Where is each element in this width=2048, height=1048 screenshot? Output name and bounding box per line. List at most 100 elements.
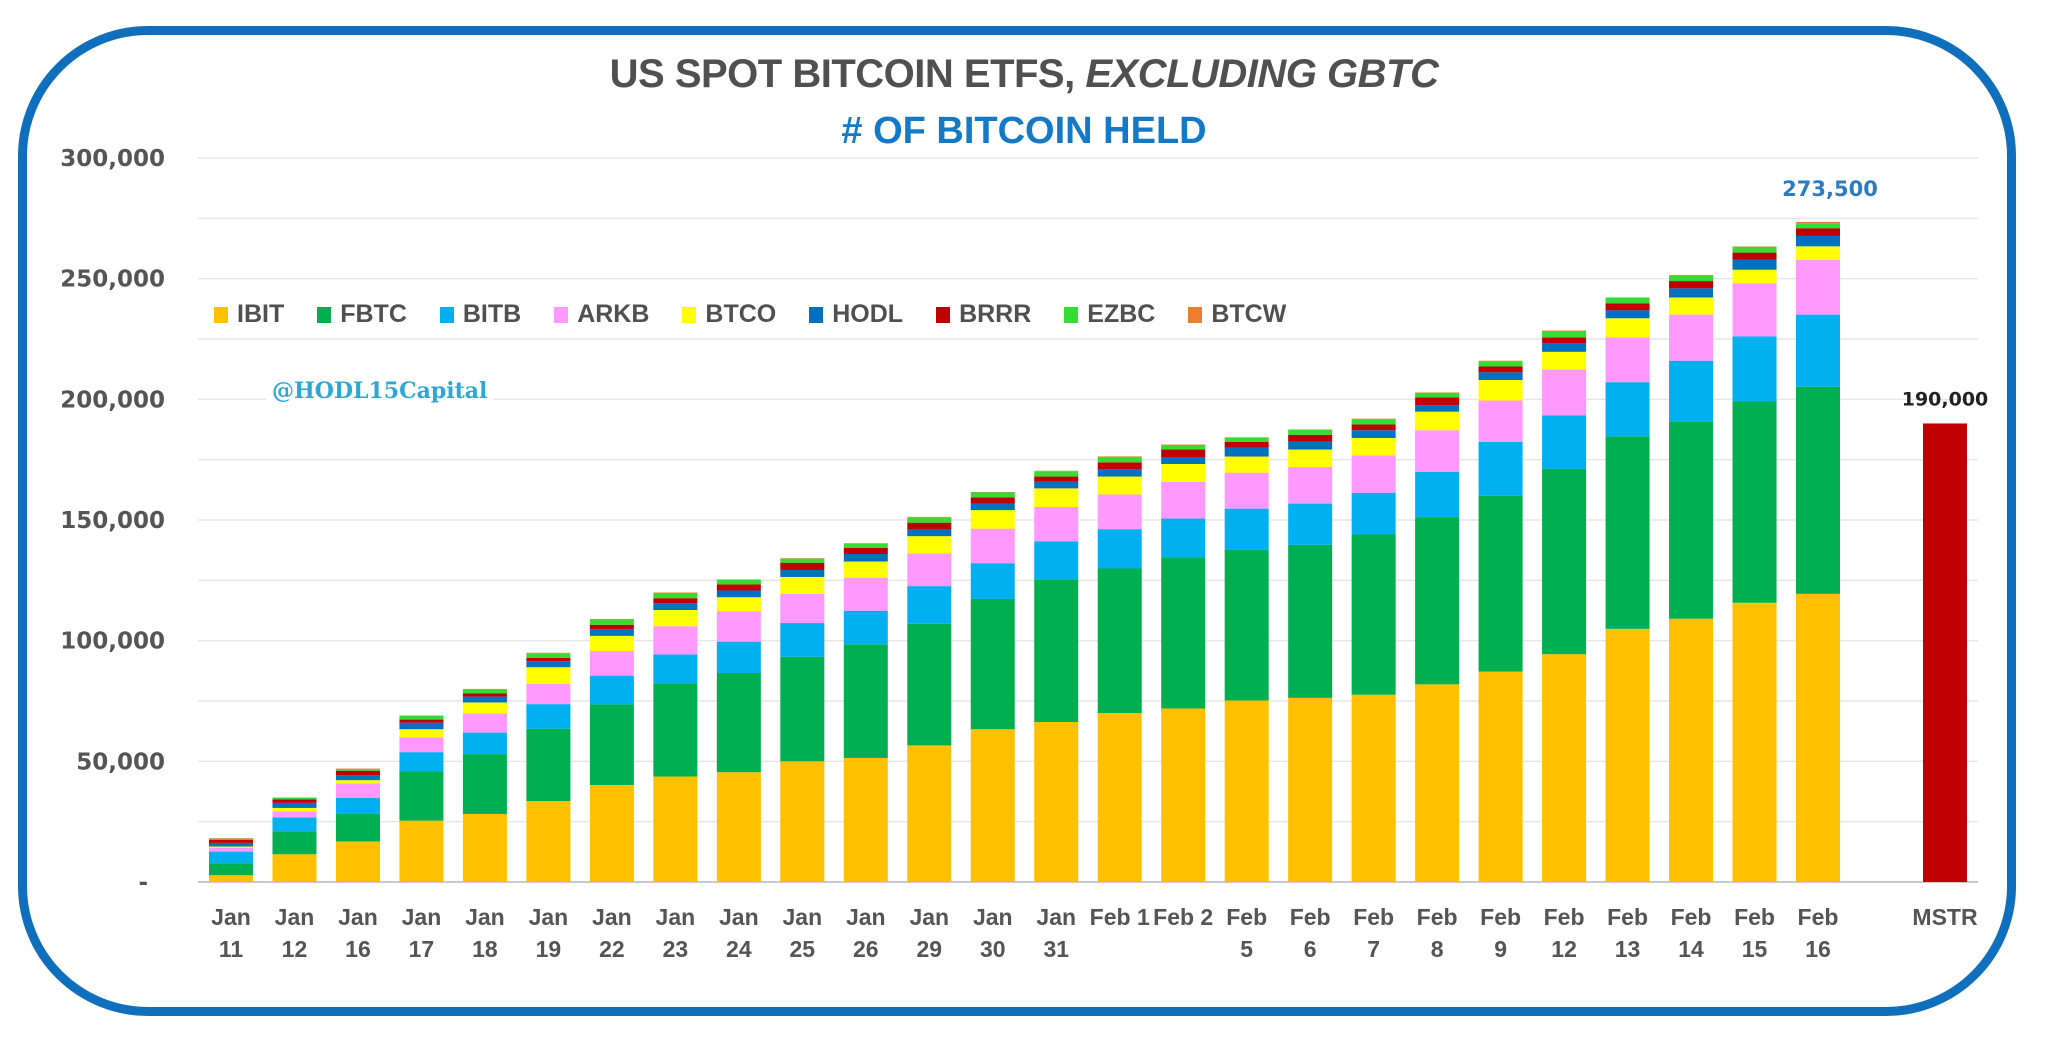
bar-segment-ibit xyxy=(1478,671,1523,882)
bar-segment-hodl xyxy=(526,661,571,668)
bar-segment-fbtc xyxy=(1542,468,1587,655)
chart-title: US SPOT BITCOIN ETFS, EXCLUDING GBTC xyxy=(0,52,2048,97)
bar-stack xyxy=(1478,360,1523,882)
bar-segment-brrr xyxy=(970,497,1015,504)
x-tick-label: Feb xyxy=(1417,904,1458,930)
bar-segment-btco xyxy=(209,846,253,848)
legend: IBIT FBTC BITB ARKB BTCO HODL BRRR EZBC BTCW xyxy=(214,300,1319,329)
x-tick-label: 16 xyxy=(1805,936,1831,962)
bar-segment-btco xyxy=(1542,351,1587,370)
x-tick-label: 25 xyxy=(790,936,816,962)
bar-stack xyxy=(1351,418,1396,882)
bar-segment-btco xyxy=(907,536,952,554)
bar-stack xyxy=(209,838,253,882)
x-tick-label: 15 xyxy=(1742,936,1768,962)
bar-segment-ezbc xyxy=(1097,456,1142,463)
bar-segment-hodl xyxy=(970,503,1015,511)
bar-segment-bitb xyxy=(462,732,507,755)
y-tick-label: 250,000 xyxy=(60,267,165,293)
bar-segment-ezbc xyxy=(1034,471,1079,477)
bar-segment-btco xyxy=(1034,488,1079,507)
bar-segment-hodl xyxy=(1415,405,1460,412)
bar-segment-btco xyxy=(780,576,825,594)
bar-segment-ibit xyxy=(462,813,507,882)
mstr-value-label: 190,000 xyxy=(1902,388,1989,410)
bar-segment-ibit xyxy=(1034,721,1079,882)
legend-swatch xyxy=(809,306,824,323)
bar-segment-btco xyxy=(272,807,317,812)
bar-segment-hodl xyxy=(589,629,634,636)
x-tick-label: 23 xyxy=(663,936,689,962)
bar-segment-btco xyxy=(1224,456,1269,473)
x-tick-label: 16 xyxy=(345,936,371,962)
legend-item-arkb: ARKB xyxy=(554,300,649,329)
bar-mstr xyxy=(1923,423,1967,882)
bar-segment-bitb xyxy=(1224,508,1269,550)
bar-segment-btco xyxy=(653,610,698,627)
bar-segment-brrr xyxy=(1669,281,1714,289)
x-tick-label: 18 xyxy=(472,936,498,962)
bar-segment-arkb xyxy=(1097,494,1142,530)
bar-segment-brrr xyxy=(1605,303,1650,311)
bar-segment-brrr xyxy=(1732,252,1777,260)
bar-segment-ezbc xyxy=(653,592,698,599)
y-tick-label: 150,000 xyxy=(60,508,165,534)
bar-segment-fbtc xyxy=(1605,436,1650,629)
bar-segment-hodl xyxy=(335,775,380,781)
bar-segment-arkb xyxy=(653,626,698,655)
bars xyxy=(209,221,1967,882)
y-axis: - 50,000 100,000 150,000 200,000 250,000 300,0… xyxy=(60,146,165,896)
bar-segment-fbtc xyxy=(1478,495,1523,672)
x-tick-label: Jan xyxy=(592,904,632,930)
bar-segment-bitb xyxy=(1542,415,1587,469)
x-tick-label: Jan xyxy=(529,904,569,930)
bar-segment-fbtc xyxy=(1669,421,1714,619)
bar-segment-hodl xyxy=(1224,447,1269,457)
x-tick-label: Jan xyxy=(465,904,505,930)
bar-segment-arkb xyxy=(843,577,888,611)
bar-segment-ibit xyxy=(653,776,698,882)
bar-segment-ezbc xyxy=(526,653,571,658)
bar-segment-fbtc xyxy=(1796,386,1840,594)
bar-segment-arkb xyxy=(526,683,571,705)
x-tick-label: 7 xyxy=(1367,936,1380,962)
bar-segment-ezbc xyxy=(1542,331,1587,338)
bar-segment-btco xyxy=(1161,464,1206,482)
bar-segment-hodl xyxy=(1796,235,1840,247)
bar-stack xyxy=(335,768,380,882)
legend-swatch xyxy=(682,306,697,323)
bar-segment-fbtc xyxy=(1224,549,1269,701)
x-tick-label: Jan xyxy=(719,904,759,930)
bar-stack xyxy=(1034,470,1079,882)
bar-segment-arkb xyxy=(780,593,825,624)
bar-segment-btco xyxy=(335,780,380,784)
x-tick-label: Jan xyxy=(211,904,251,930)
bar-stack xyxy=(1542,330,1587,882)
bar-segment-ibit xyxy=(1415,684,1460,882)
bar-segment-brrr xyxy=(399,719,444,723)
bar-segment-bitb xyxy=(1351,492,1396,535)
bar-segment-brrr xyxy=(1351,424,1396,431)
bar-segment-ibit xyxy=(716,772,761,882)
x-tick-label: Feb xyxy=(1290,904,1331,930)
x-tick-label: 12 xyxy=(282,936,308,962)
x-tick-label: Feb xyxy=(1226,904,1267,930)
bar-segment-ibit xyxy=(1542,654,1587,882)
legend-item-btcw: BTCW xyxy=(1188,300,1286,329)
bar-stack xyxy=(1732,246,1777,882)
bar-segment-arkb xyxy=(1796,259,1840,315)
bar-segment-fbtc xyxy=(462,754,507,814)
y-tick-label: 200,000 xyxy=(60,387,165,413)
x-tick-label: 14 xyxy=(1678,936,1704,962)
bar-stack xyxy=(1097,456,1142,882)
bar-segment-hodl xyxy=(716,590,761,598)
bar-segment-ibit xyxy=(589,784,634,882)
x-tick-label: Feb 1 xyxy=(1090,904,1150,930)
x-tick-label: Jan xyxy=(656,904,696,930)
bar-stack xyxy=(1669,275,1714,882)
bar-segment-hodl xyxy=(272,802,317,808)
x-tick-label: 22 xyxy=(599,936,625,962)
bar-segment-fbtc xyxy=(1415,517,1460,685)
bar-segment-fbtc xyxy=(526,728,571,802)
bar-segment-arkb xyxy=(335,783,380,798)
